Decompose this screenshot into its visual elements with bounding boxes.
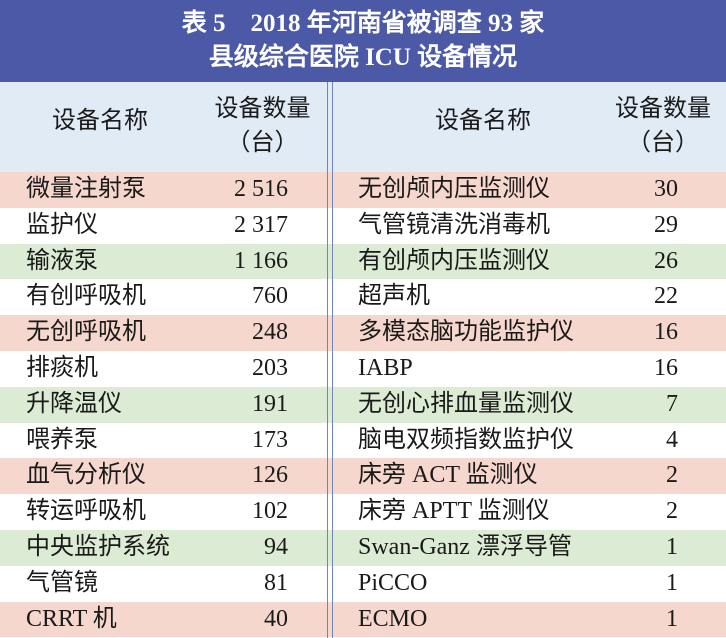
item-name: 脑电双频指数监护仪 [358, 426, 574, 453]
item-count: 1 [666, 569, 678, 596]
item-count: 40 [264, 605, 288, 632]
item-name: 无创颅内压监测仪 [358, 176, 550, 202]
item-count: 2 317 [234, 211, 288, 238]
item-name: 监护仪 [26, 211, 98, 238]
item-count: 22 [654, 283, 678, 310]
item-name: 床旁 ACT 监测仪 [358, 462, 538, 489]
column-count: 设备数量 （台） [600, 92, 726, 160]
column-name: 设备名称 [52, 108, 148, 134]
item-count: 1 [666, 605, 678, 632]
table-row: 血气分析仪 126 床旁 ACT 监测仪 2 [0, 458, 726, 495]
item-name: 有创呼吸机 [26, 283, 146, 310]
title-band: 表 5 2018 年河南省被调查 93 家 县级综合医院 ICU 设备情况 [0, 0, 726, 82]
table-row: 转运呼吸机 102 床旁 APTT 监测仪 2 [0, 494, 726, 530]
item-name: 喂养泵 [26, 426, 98, 453]
table-row: 中央监护系统 94 Swan-Ganz 漂浮导管 1 [0, 529, 726, 566]
table-row: CRRT 机 40 ECMO 1 [0, 601, 726, 638]
item-name: 输液泵 [26, 247, 98, 274]
item-count: 16 [654, 319, 678, 346]
title-line: 表 5 2018 年河南省被调查 93 家 [181, 10, 545, 37]
table-row: 监护仪 2 317 气管镜清洗消毒机 29 [0, 207, 726, 244]
item-count: 26 [654, 247, 678, 274]
column-header: 设备名称 设备数量 （台） 设备名称 设备数量 （台） [0, 82, 726, 172]
item-count: 30 [654, 176, 678, 202]
table-row: 气管镜 81 PiCCO 1 [0, 565, 726, 602]
item-name: 排痰机 [26, 354, 98, 381]
item-count: 1 [666, 533, 678, 560]
item-name: 无创呼吸机 [26, 319, 146, 346]
item-count: 29 [654, 211, 678, 238]
column-count-line: 设备数量 [214, 96, 311, 122]
column-count: 设备数量 （台） [200, 92, 325, 160]
item-count: 191 [252, 390, 288, 417]
column-count-line: 设备数量 [615, 96, 711, 122]
title-line: 县级综合医院 ICU 设备情况 [208, 44, 518, 71]
item-name: 微量注射泵 [26, 176, 146, 202]
column-name: 设备名称 [435, 108, 531, 134]
item-count: 2 516 [234, 176, 288, 202]
item-name: 超声机 [358, 283, 430, 310]
item-count: 126 [252, 462, 288, 489]
item-count: 1 166 [234, 247, 288, 274]
item-name: 升降温仪 [26, 390, 122, 417]
column-count-line: （台） [627, 130, 699, 156]
table-row: 有创呼吸机 760 超声机 22 [0, 279, 726, 316]
item-name: IABP [358, 354, 413, 381]
item-name: 无创心排血量监测仪 [358, 390, 574, 417]
table-row: 无创呼吸机 248 多模态脑功能监护仪 16 [0, 315, 726, 351]
item-count: 2 [666, 462, 678, 489]
item-count: 94 [264, 533, 288, 560]
item-count: 102 [252, 498, 288, 525]
table-row: 排痰机 203 IABP 16 [0, 350, 726, 387]
table-row: 输液泵 1 166 有创颅内压监测仪 26 [0, 243, 726, 280]
item-name: 有创颅内压监测仪 [358, 247, 550, 274]
item-count: 2 [666, 498, 678, 525]
table-body: 微量注射泵 2 516 无创颅内压监测仪 30 监护仪 2 317 气管镜清洗消毒机 29 输液… [0, 172, 726, 638]
item-count: 203 [252, 354, 288, 381]
item-name: Swan-Ganz 漂浮导管 [358, 533, 572, 560]
item-count: 16 [654, 354, 678, 381]
item-name: 气管镜清洗消毒机 [358, 211, 550, 238]
item-name: 中央监护系统 [26, 533, 170, 560]
item-name: 多模态脑功能监护仪 [358, 319, 574, 346]
item-count: 4 [666, 426, 678, 453]
item-count: 81 [264, 569, 288, 596]
item-name: PiCCO [358, 569, 428, 596]
item-name: 血气分析仪 [26, 462, 146, 489]
item-name: CRRT 机 [26, 605, 117, 632]
table-row: 喂养泵 173 脑电双频指数监护仪 4 [0, 422, 726, 459]
item-name: 气管镜 [26, 569, 98, 596]
item-count: 248 [252, 319, 288, 346]
item-count: 760 [252, 283, 288, 310]
item-count: 173 [252, 426, 288, 453]
item-count: 7 [666, 390, 678, 417]
column-count-line: （台） [226, 130, 299, 156]
item-name: ECMO [358, 605, 428, 632]
item-name: 转运呼吸机 [26, 498, 146, 525]
column-divider [327, 82, 333, 638]
table-row: 微量注射泵 2 516 无创颅内压监测仪 30 [0, 172, 726, 208]
item-name: 床旁 APTT 监测仪 [358, 498, 550, 525]
table-row: 升降温仪 191 无创心排血量监测仪 7 [0, 386, 726, 423]
